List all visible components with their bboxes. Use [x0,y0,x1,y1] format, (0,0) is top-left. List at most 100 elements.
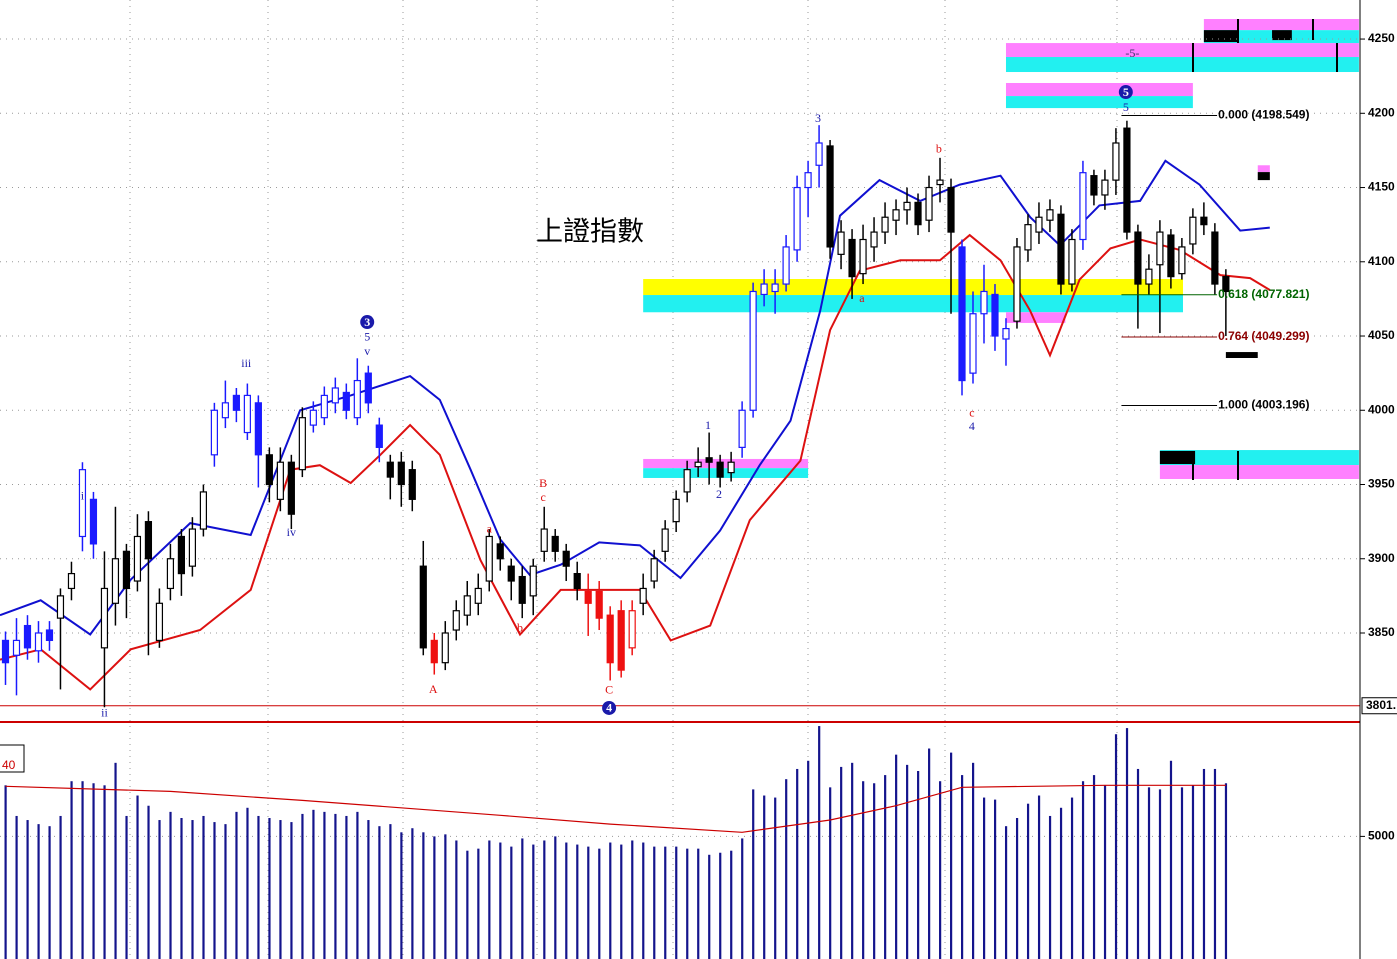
volume-bar [92,783,95,959]
candle-body [562,550,570,567]
last-price-label: 3801. [1366,698,1396,712]
volume-bar [378,826,381,959]
candle-body [991,293,999,337]
candle-body [1189,216,1197,245]
candle-body [485,535,493,582]
y-tick-label: 3900 [1368,551,1395,565]
wave-label: 1 [705,418,711,432]
volume-bar [147,805,150,959]
indicator-box [0,744,25,773]
volume-bar [290,822,293,959]
candle-body [694,461,702,468]
volume-bar [543,840,546,959]
zone [643,295,1183,313]
candle-body [67,572,76,590]
candle-body [815,142,823,166]
zone [1225,352,1258,358]
candle-body [452,610,460,631]
candle-body [177,535,186,575]
wave-label: 5 [1123,85,1129,99]
candle-body [628,610,636,649]
volume-bar [1059,807,1063,959]
candle-body [1145,268,1153,285]
volume-bar [48,826,51,959]
zone [1005,57,1359,73]
candle-body [375,424,383,448]
candle-body [584,590,592,604]
candle-body [727,461,735,474]
volume-bar [521,838,524,959]
candle-body [463,595,471,616]
candle-body [408,469,416,500]
volume-bar [796,768,799,959]
volume-bar [400,832,403,959]
wave-label: iv [287,525,296,539]
zone [1005,83,1193,97]
volume-bar [829,787,832,959]
volume-bar [1213,768,1217,959]
zone [643,458,809,469]
candle-body [1112,142,1120,181]
volume-bar [1103,785,1107,959]
volume-bar [532,844,535,959]
candle-body [243,394,251,434]
volume-bar [334,813,337,959]
candle-body [595,590,603,619]
candle-body [1079,172,1087,241]
volume-bar [928,748,931,959]
candle-body [672,498,680,523]
volume-bar [576,844,579,959]
candle-body [45,629,54,642]
volume-bar [26,820,29,959]
volume-bar [279,820,282,959]
candle-body [496,543,504,560]
wave-label: b [517,621,523,635]
volume-bar [730,850,733,959]
y-tick-label: 4250 [1368,31,1395,45]
candle-body [56,595,65,619]
volume-bar [741,838,744,959]
zone [1257,172,1270,181]
volume-bar [620,844,623,959]
wave-circle [1118,85,1133,100]
volume-bar [477,848,480,959]
candle-body [265,454,273,486]
fib-label: 1.000 (4003.196) [1218,398,1309,412]
volume-bar [499,842,502,959]
volume-bar [675,846,678,959]
zone [643,468,809,478]
candle-body [683,469,691,493]
candle-body [892,209,900,221]
candle-body [1024,224,1032,251]
volume-bar [136,795,139,959]
candle-body [353,379,361,419]
candle-body [276,461,284,500]
y-tick-label: 4200 [1368,105,1395,119]
candle-body [1090,175,1098,196]
volume-bar [1202,768,1206,959]
volume-bar [631,840,634,959]
volume-bar [785,779,788,959]
zone [1203,30,1238,43]
volume-average [5,784,1226,833]
candle-body [34,632,43,652]
volume-bar [609,842,612,959]
volume-bar [1004,826,1008,959]
candle-body [980,290,988,315]
y-tick-label: 4150 [1368,180,1395,194]
wave-label: c [969,406,974,420]
volume-bar [125,815,128,959]
volume-bar [1081,781,1085,959]
volume-bar [807,760,810,959]
candle-body [1057,213,1065,285]
candle-body [23,624,32,649]
wave-label: b [936,142,942,156]
volume-bar [59,815,62,959]
volume-bar [818,726,821,959]
candle-body [925,186,933,221]
wave-label: A [429,682,438,696]
y-tick-label: 3950 [1368,477,1395,491]
candle-body [771,283,779,293]
volume-bar [70,781,73,959]
